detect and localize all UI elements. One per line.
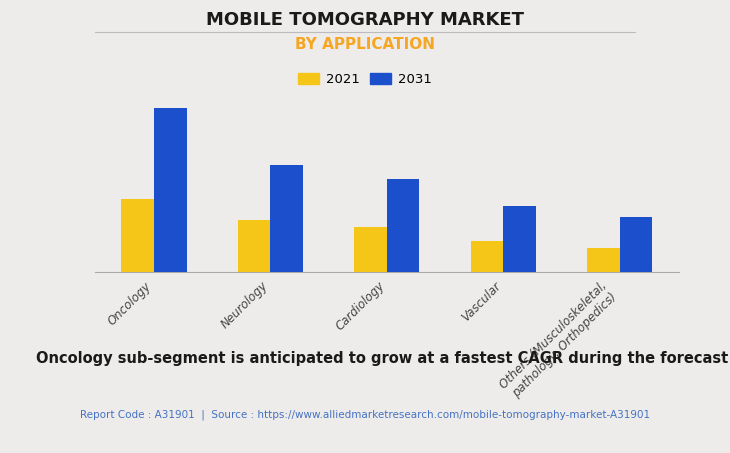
Bar bbox=[354, 227, 387, 272]
Bar bbox=[154, 108, 187, 272]
Text: MOBILE TOMOGRAPHY MARKET: MOBILE TOMOGRAPHY MARKET bbox=[206, 11, 524, 29]
Bar bbox=[620, 217, 653, 272]
Bar bbox=[471, 241, 503, 272]
Bar bbox=[238, 220, 271, 272]
Bar bbox=[503, 206, 536, 272]
Legend: 2021, 2031: 2021, 2031 bbox=[293, 68, 437, 92]
Bar bbox=[271, 165, 303, 272]
Bar bbox=[587, 248, 620, 272]
Text: Report Code : A31901  |  Source : https://www.alliedmarketresearch.com/mobile-to: Report Code : A31901 | Source : https://… bbox=[80, 410, 650, 420]
Bar bbox=[387, 178, 420, 272]
Text: Oncology sub-segment is anticipated to grow at a fastest CAGR during the forecas: Oncology sub-segment is anticipated to g… bbox=[36, 351, 730, 366]
Bar bbox=[121, 199, 154, 272]
Text: BY APPLICATION: BY APPLICATION bbox=[295, 37, 435, 52]
